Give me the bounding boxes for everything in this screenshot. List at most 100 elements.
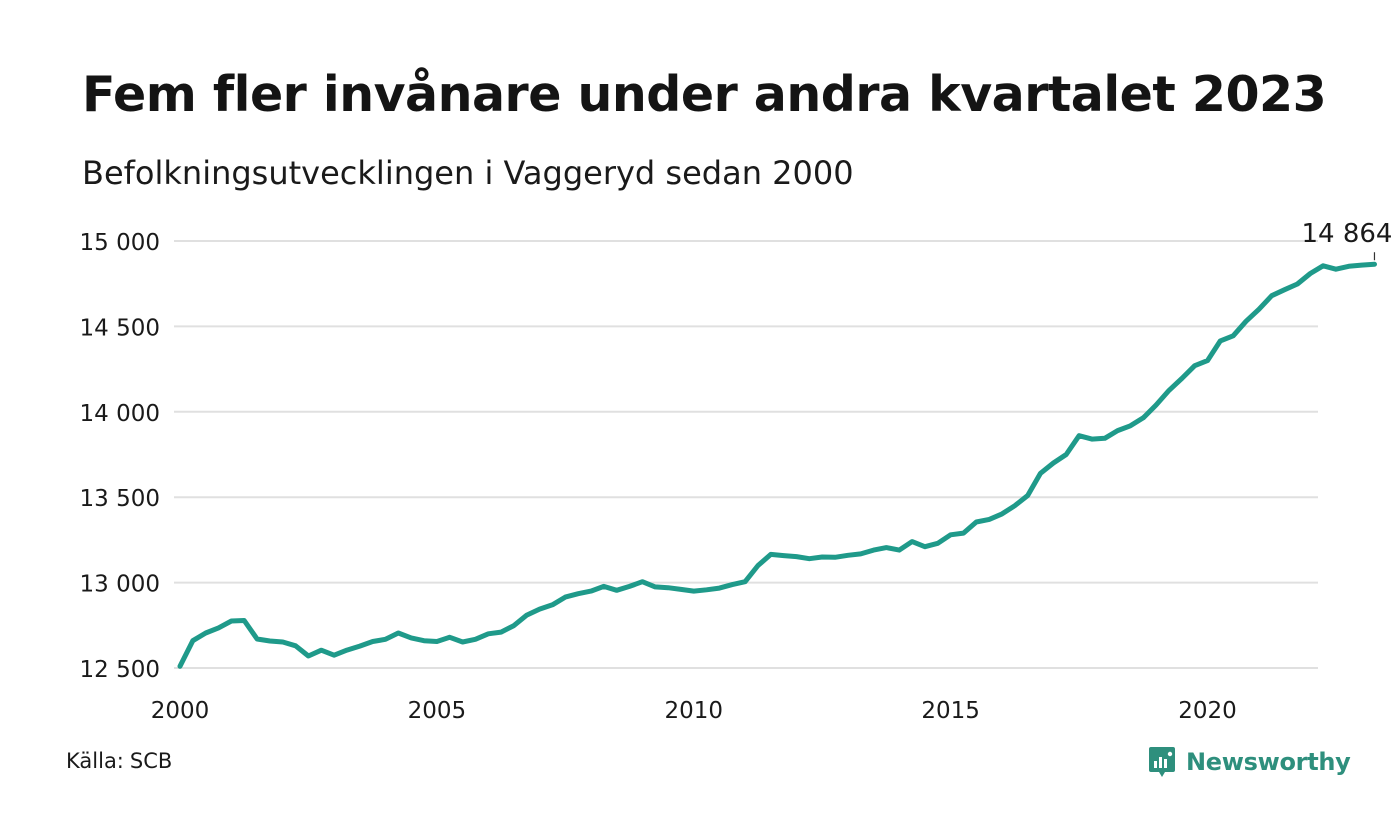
data-point (1077, 433, 1082, 438)
brand-name: Newsworthy (1186, 748, 1351, 776)
data-point (717, 586, 722, 591)
data-point (190, 638, 195, 643)
data-point (396, 630, 401, 635)
data-point (203, 630, 208, 635)
x-tick-label: 2010 (664, 698, 723, 724)
data-point (293, 643, 298, 648)
data-point (743, 579, 748, 584)
data-point (935, 541, 940, 546)
data-point (550, 602, 555, 607)
data-point (768, 552, 773, 557)
data-point (537, 607, 542, 612)
data-point (576, 591, 581, 596)
data-point (306, 654, 311, 659)
end-annotation: 14 864 (1301, 219, 1392, 261)
data-point (922, 544, 927, 549)
data-point (486, 631, 491, 636)
data-point (794, 554, 799, 559)
data-point (178, 664, 183, 669)
data-point (1244, 319, 1249, 324)
data-point (961, 531, 966, 536)
data-point (383, 637, 388, 642)
data-point (434, 639, 439, 644)
x-tick-label: 2015 (921, 698, 980, 724)
data-point (627, 584, 632, 589)
x-tick-label: 2020 (1178, 698, 1237, 724)
data-point (267, 639, 272, 644)
data-point (1346, 264, 1351, 269)
data-point (1205, 358, 1210, 363)
data-point (781, 553, 786, 558)
y-tick-label: 13 000 (80, 572, 160, 598)
y-tick-label: 13 500 (80, 486, 160, 512)
x-tick-label: 2005 (408, 698, 467, 724)
data-point (820, 554, 825, 559)
data-point (653, 584, 658, 589)
data-point (242, 618, 247, 623)
brand-logo: Newsworthy (1148, 744, 1351, 780)
data-point (987, 517, 992, 522)
data-point (1012, 503, 1017, 508)
data-point (589, 589, 594, 594)
y-tick-label: 14 500 (80, 315, 160, 341)
data-point (666, 585, 671, 590)
y-tick-label: 14 000 (80, 401, 160, 427)
data-point (447, 635, 452, 640)
data-point (1256, 307, 1261, 312)
data-point (357, 644, 362, 649)
data-point (255, 636, 260, 641)
source-name: SCB (129, 749, 173, 773)
data-point (511, 623, 516, 628)
data-point (344, 648, 349, 653)
data-point (1166, 388, 1171, 393)
data-point (1128, 423, 1133, 428)
data-point (319, 648, 324, 653)
gridlines (174, 240, 1318, 669)
data-point (1282, 287, 1287, 292)
data-point (1000, 511, 1005, 516)
series-line (177, 261, 1377, 669)
data-point (1154, 402, 1159, 407)
data-point (1308, 271, 1313, 276)
data-point (858, 551, 863, 556)
data-point (1192, 363, 1197, 368)
data-point (1218, 338, 1223, 343)
data-point (370, 639, 375, 644)
data-point (1372, 262, 1377, 267)
data-point (1321, 263, 1326, 268)
data-point (460, 640, 465, 645)
data-point (871, 548, 876, 553)
data-point (1269, 293, 1274, 298)
data-point (614, 588, 619, 593)
data-point (422, 638, 427, 643)
data-point (948, 532, 953, 537)
data-point (1179, 376, 1184, 381)
data-point (691, 589, 696, 594)
data-point (1051, 461, 1056, 466)
source-label: Källa: (66, 749, 124, 773)
y-tick-label: 12 500 (80, 657, 160, 683)
y-axis: 12 500 13 000 13 500 14 000 14 500 15 000 (80, 230, 160, 683)
data-point (280, 640, 285, 645)
data-point (473, 637, 478, 642)
data-point (524, 613, 529, 618)
data-point (332, 653, 337, 658)
x-axis: 2000 2005 2010 2015 2020 (151, 698, 1237, 724)
y-tick-label: 15 000 (80, 230, 160, 256)
end-value-label: 14 864 (1301, 219, 1392, 249)
data-point (1038, 471, 1043, 476)
data-point (1064, 452, 1069, 457)
x-tick-label: 2000 (151, 698, 210, 724)
chart-title: Fem fler invånare under andra kvartalet … (82, 66, 1327, 123)
data-point (1231, 333, 1236, 338)
data-point (1115, 428, 1120, 433)
data-point (499, 630, 504, 635)
source-note: Källa: SCB (66, 749, 172, 773)
data-point (409, 635, 414, 640)
data-point (845, 553, 850, 558)
data-point (974, 519, 979, 524)
data-point (640, 579, 645, 584)
chart-subtitle: Befolkningsutvecklingen i Vaggeryd sedan… (82, 154, 854, 192)
data-point (678, 587, 683, 592)
